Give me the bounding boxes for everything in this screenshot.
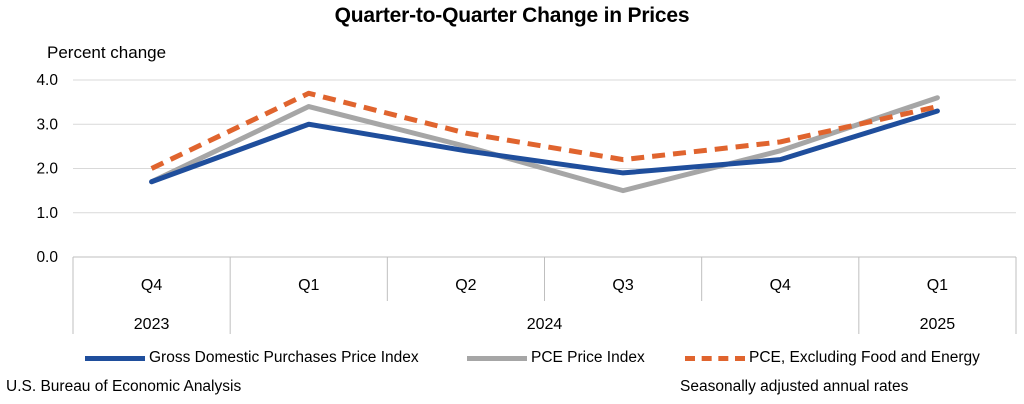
y-axis-label: Percent change: [47, 43, 167, 62]
y-tick-label: 1.0: [36, 205, 58, 222]
y-tick-label: 4.0: [36, 72, 58, 89]
source-note: U.S. Bureau of Economic Analysis: [6, 378, 242, 395]
series-line-1: [149, 95, 940, 194]
year-label: 2023: [134, 316, 170, 333]
legend-item-pce-core: PCE, Excluding Food and Energy: [685, 349, 980, 367]
legend-item-gross-domestic-purchases: Gross Domestic Purchases Price Index: [85, 349, 419, 367]
x-axis: 2023 2024 2025 Q4 Q1 Q2 Q3 Q4 Q1: [72, 257, 1017, 334]
legend-label: Gross Domestic Purchases Price Index: [149, 349, 419, 366]
series-line-2: [150, 90, 938, 171]
legend: Gross Domestic Purchases Price Index PCE…: [0, 349, 1024, 369]
category-label: Q2: [455, 277, 476, 294]
adjustment-note: Seasonally adjusted annual rates: [680, 378, 909, 395]
category-label: Q3: [612, 277, 633, 294]
category-label: Q1: [927, 277, 948, 294]
y-tick-label: 3.0: [36, 116, 58, 133]
legend-swatch-pce-core: [685, 355, 745, 361]
category-label: Q4: [770, 277, 791, 294]
series-line-0: [149, 108, 940, 185]
y-axis-ticks: 0.0 1.0 2.0 3.0 4.0: [36, 72, 58, 266]
year-label: 2024: [527, 316, 563, 333]
legend-swatch-gross-domestic-purchases: [85, 355, 145, 361]
y-tick-label: 2.0: [36, 161, 58, 178]
y-tick-label: 0.0: [36, 249, 58, 266]
legend-label: PCE Price Index: [531, 349, 645, 366]
category-label: Q4: [141, 277, 162, 294]
category-label: Q1: [298, 277, 319, 294]
chart-title: Quarter-to-Quarter Change in Prices: [334, 4, 690, 27]
legend-label: PCE, Excluding Food and Energy: [749, 349, 980, 366]
legend-item-pce: PCE Price Index: [467, 349, 645, 367]
series-lines: [149, 90, 940, 194]
legend-swatch-pce: [467, 355, 527, 361]
line-chart: 0.0 1.0 2.0 3.0 4.0 2023 2024 2025 Q4 Q1 Q2 Q3 Q4 Q1: [36, 72, 1017, 334]
year-label: 2025: [920, 316, 956, 333]
